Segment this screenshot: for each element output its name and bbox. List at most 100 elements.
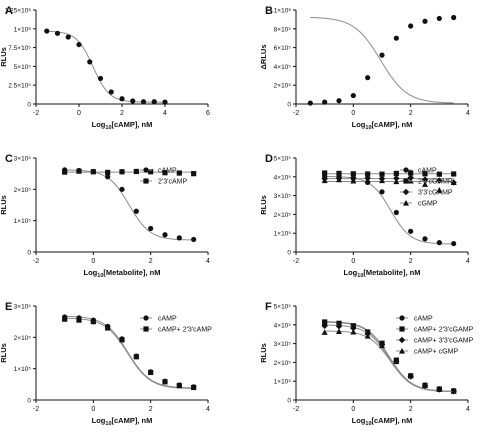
fit-curve	[324, 176, 454, 245]
y-tick-label: 3×10⁵	[274, 341, 292, 348]
legend-marker	[402, 188, 410, 196]
y-tick-label: 3×10⁵	[14, 304, 32, 311]
data-point	[393, 175, 400, 182]
fit-curve	[64, 169, 194, 241]
x-tick-label: 0	[351, 258, 355, 265]
legend-marker	[143, 178, 149, 184]
data-point	[379, 189, 385, 195]
data-point	[148, 169, 154, 175]
x-tick-label: 0	[91, 406, 95, 413]
data-point	[90, 169, 96, 175]
data-point	[365, 171, 371, 177]
fit-curve	[310, 16, 454, 104]
data-point	[130, 98, 136, 104]
legend-marker	[399, 348, 405, 354]
data-point	[407, 372, 414, 379]
series-camp-2-3-camp	[62, 316, 197, 391]
y-axis-label: RLUs	[259, 195, 268, 215]
data-point	[379, 342, 385, 349]
y-tick-label: 1×10⁶	[274, 8, 292, 15]
x-tick-label: 4	[206, 406, 210, 413]
legend-marker	[403, 200, 409, 206]
legend-marker	[403, 167, 409, 173]
data-point	[162, 170, 168, 176]
panel-letter: F	[265, 301, 272, 313]
data-point	[450, 388, 457, 394]
legend-entry: cGMP	[418, 201, 438, 208]
data-point	[436, 15, 442, 22]
legend-marker	[143, 315, 149, 321]
x-tick-label: 2	[149, 406, 153, 413]
y-axis-label: RLUs	[0, 343, 8, 363]
y-tick-label: 0	[287, 398, 291, 405]
data-point	[87, 59, 93, 65]
data-point	[422, 18, 428, 24]
x-tick-label: 0	[77, 110, 81, 117]
data-point	[408, 228, 414, 234]
y-tick-label: 4×10⁵	[274, 322, 292, 329]
data-point	[322, 319, 328, 325]
x-axis-label: Log10[cAMP], nM	[92, 120, 153, 131]
data-point	[176, 235, 182, 241]
y-tick-label: 2×10⁵	[274, 360, 292, 367]
data-point	[119, 169, 125, 175]
y-tick-label: 0	[27, 250, 31, 257]
y-tick-label: 0	[27, 398, 31, 405]
panel-letter: B	[265, 5, 273, 17]
y-tick-label: 8×10⁵	[274, 26, 292, 33]
data-point	[450, 179, 457, 186]
x-tick-label: -2	[293, 110, 299, 117]
panel-letter: E	[5, 301, 12, 313]
data-point	[162, 232, 168, 238]
x-tick-label: 4	[466, 258, 470, 265]
x-axis-label: Log10[cAMP], nM	[352, 120, 413, 131]
x-tick-label: -2	[293, 258, 299, 265]
data-point	[76, 317, 82, 323]
data-point	[119, 337, 125, 343]
panel-letter: A	[5, 5, 13, 17]
data-point	[436, 171, 442, 177]
data-point	[422, 171, 428, 177]
series-2-3-camp	[62, 168, 197, 177]
y-tick-label: 4×10⁵	[274, 64, 292, 71]
legend: cAMP 2'3'cAMP	[140, 167, 187, 186]
data-point	[90, 319, 96, 325]
fit-curve	[64, 317, 194, 390]
legend: cAMP cAMP+ 2'3'cGAMP cAMP+ 3'3'cGAMP cAMP+ …	[396, 315, 474, 356]
data-point	[393, 35, 399, 41]
legend-marker	[399, 326, 405, 332]
data-point	[322, 170, 328, 176]
data-point	[436, 240, 442, 246]
fit-curve	[324, 324, 454, 393]
x-tick-label: 0	[91, 258, 95, 265]
data-point	[364, 333, 371, 339]
legend-entry: cAMP	[158, 168, 177, 175]
series-0	[307, 14, 457, 106]
y-tick-label: 3×10⁵	[274, 193, 292, 200]
data-point	[393, 358, 400, 365]
legend-marker	[398, 336, 406, 344]
data-point	[350, 171, 356, 177]
legend-entry: 2'3'cAMP	[158, 179, 187, 186]
data-point	[350, 177, 357, 184]
data-point	[436, 386, 443, 392]
data-point	[44, 28, 50, 34]
data-point	[119, 96, 125, 102]
legend-entry: cAMP+ cGMP	[414, 349, 458, 356]
y-tick-label: 5×10⁵	[274, 156, 292, 163]
x-axis-label: Log10[Metabolite], nM	[344, 268, 421, 279]
data-point	[62, 316, 68, 322]
y-tick-label: 2×10⁵	[274, 212, 292, 219]
data-point	[321, 329, 328, 335]
data-point	[162, 379, 168, 385]
y-tick-label: 2×10⁵	[14, 335, 32, 342]
x-axis-label: Log10[Metabolite], nM	[84, 268, 161, 279]
legend-entry: cAMP+ 2'3'cGAMP	[414, 327, 474, 334]
data-point	[336, 176, 342, 183]
data-point	[322, 99, 328, 105]
